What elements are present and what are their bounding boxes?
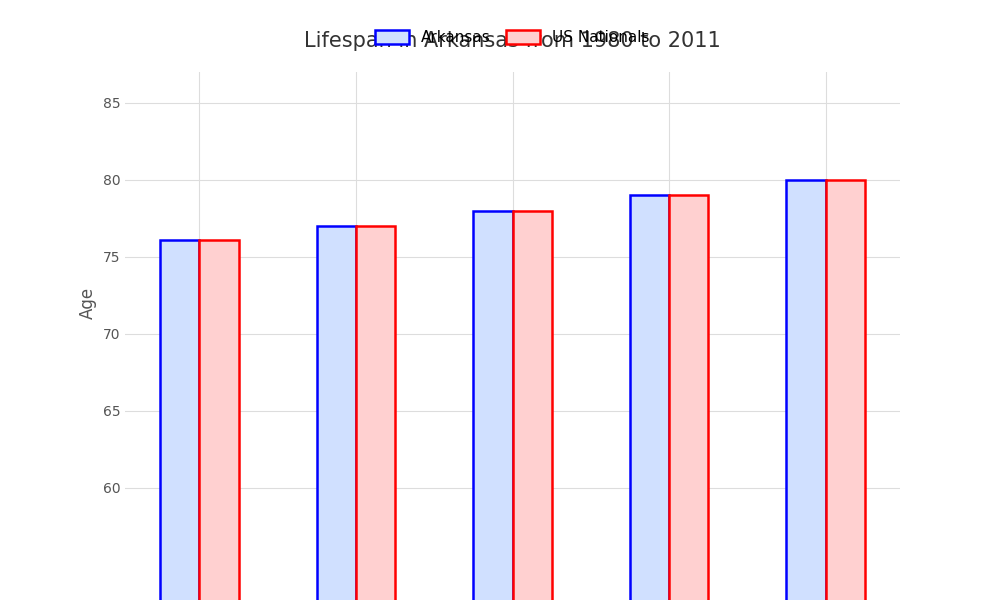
Bar xyxy=(199,240,239,600)
Bar xyxy=(786,180,826,600)
Bar xyxy=(826,180,865,600)
Bar xyxy=(160,240,199,600)
Title: Lifespan in Arkansas from 1980 to 2011: Lifespan in Arkansas from 1980 to 2011 xyxy=(304,31,721,51)
Bar xyxy=(630,195,669,600)
Legend: Arkansas, US Nationals: Arkansas, US Nationals xyxy=(369,24,656,52)
Bar xyxy=(669,195,708,600)
Bar xyxy=(317,226,356,600)
X-axis label: Year: Year xyxy=(495,559,530,577)
Bar xyxy=(356,226,395,600)
Bar xyxy=(512,211,552,600)
Y-axis label: Age: Age xyxy=(79,287,97,319)
Bar xyxy=(473,211,512,600)
